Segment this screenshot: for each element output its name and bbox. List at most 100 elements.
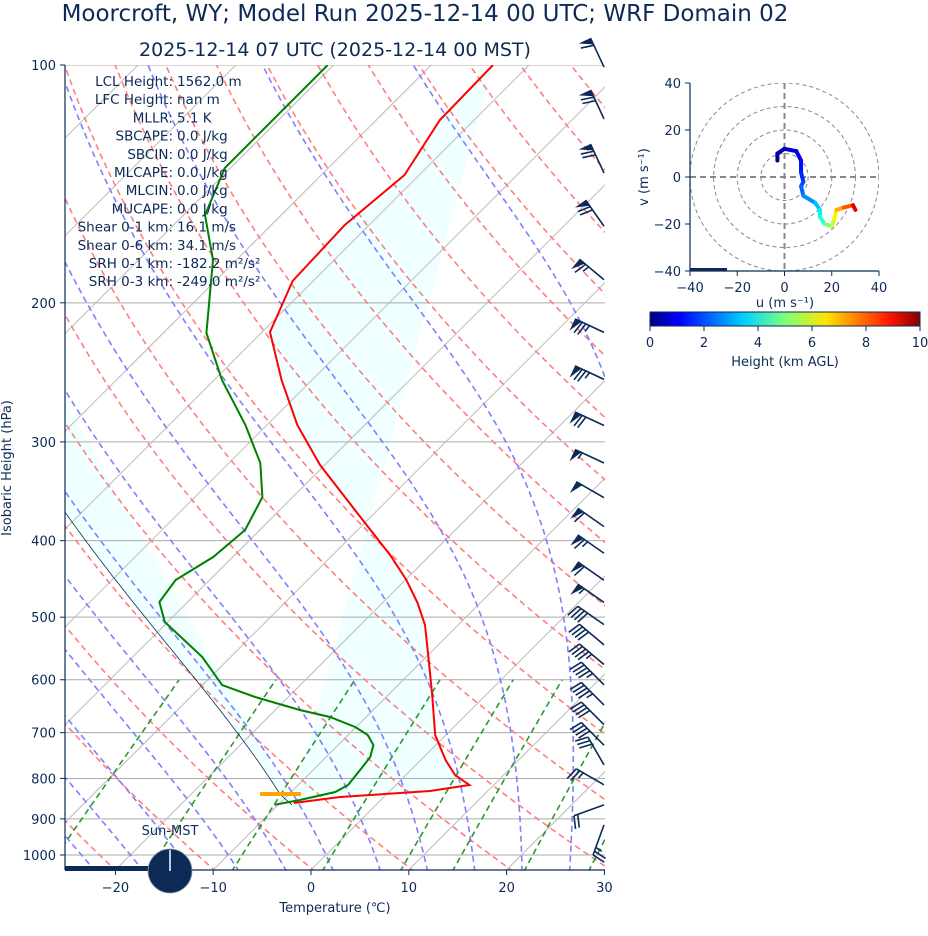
barb-staff — [592, 824, 605, 856]
dewpoint-line — [158, 65, 375, 806]
skewt-ticks: −20 −10 0 10 20 30 100 200 300 400 500 600 700 800 900… — [23, 59, 613, 896]
colorbar-tick-label: 2 — [700, 336, 708, 351]
barb-staff — [573, 804, 605, 817]
barb-feather — [573, 815, 577, 830]
barb-staff — [575, 768, 605, 786]
barb-feather — [570, 770, 581, 782]
hodo-x-tick-label: 20 — [823, 281, 840, 296]
stat-value: 0.0 J/kg — [177, 129, 228, 145]
stat-label: SRH 0-1 km: — [89, 256, 173, 272]
dry-adiabat — [570, 65, 605, 109]
colorbar-label: Height (km AGL) — [731, 355, 839, 370]
barb-feather — [579, 743, 593, 749]
barb-staff — [577, 605, 605, 626]
barb-pennant — [571, 259, 585, 270]
y-tick-label: 500 — [31, 611, 56, 626]
stat-value: nan m — [177, 92, 220, 108]
hodo-y-tick-label: 40 — [664, 77, 681, 92]
barb-half-feather — [586, 693, 594, 699]
figure-title: Moorcroft, WY; Model Run 2025-12-14 00 U… — [62, 1, 789, 27]
barb-feather — [572, 664, 585, 673]
stat-label: MLCIN: — [126, 183, 173, 199]
stat-label: LCL Height: — [95, 74, 173, 90]
stat-value: 0.0 J/kg — [177, 201, 228, 217]
hodo-y-tick-label: 0 — [673, 171, 681, 186]
barb-feather — [593, 850, 607, 860]
barb-feather — [575, 687, 588, 696]
colorbar-tick-label: 8 — [862, 336, 870, 351]
wind-barb — [592, 824, 607, 863]
stat-value: 5.1 K — [177, 110, 213, 126]
barb-staff — [578, 258, 605, 281]
hodo-x-tick-label: 0 — [780, 281, 788, 296]
barb-staff — [574, 318, 605, 334]
wind-barb — [569, 701, 605, 726]
y-tick-label: 800 — [31, 772, 56, 787]
barb-pennant — [570, 584, 584, 595]
colorbar-tick-label: 10 — [912, 336, 928, 351]
stat-label: SRH 0-3 km: — [89, 274, 173, 290]
barb-feather — [571, 626, 584, 636]
skewt-plot: −20 −10 0 10 20 30100200300400500600700800900… — [0, 37, 928, 916]
hodo-x-tick-label: −40 — [676, 281, 703, 296]
barb-feather — [592, 854, 605, 863]
stat-label: MLLR: — [133, 110, 173, 126]
wind-barb — [569, 721, 605, 746]
barb-feather — [566, 768, 577, 780]
barb-half-feather — [582, 266, 590, 272]
barb-feather — [572, 684, 585, 694]
x-tick-label: −20 — [102, 881, 129, 896]
barb-pennant — [578, 38, 594, 45]
barb-half-feather — [584, 372, 591, 379]
colorbar-tick-label: 0 — [646, 336, 654, 351]
mixing-ratio-line — [147, 679, 277, 870]
dry-adiabat — [773, 65, 928, 872]
barb-half-feather — [578, 588, 585, 595]
dry-adiabat — [519, 65, 605, 172]
stat-value: 1562.0 m — [177, 74, 242, 90]
barb-pennant — [569, 365, 582, 378]
colorbar-tick-label: 6 — [808, 336, 816, 351]
barb-pennant — [570, 561, 584, 573]
barb-pennant — [569, 318, 582, 331]
barb-half-feather — [581, 541, 589, 548]
moist-adiabat — [261, 65, 575, 870]
moist-adiabat — [65, 648, 240, 870]
moist-adiabat — [65, 388, 381, 870]
barb-feather — [573, 610, 585, 621]
barb-staff — [580, 721, 605, 746]
wind-barb — [575, 736, 605, 766]
mixing-ratio-line — [523, 721, 605, 870]
hodo-y-tick-label: −40 — [654, 265, 681, 280]
wind-barb — [569, 481, 605, 499]
figure-subtitle: 2025-12-14 07 UTC (2025-12-14 00 MST) — [139, 39, 531, 61]
wind-barb — [569, 448, 605, 464]
barb-feather — [578, 709, 591, 719]
stat-label: Shear 0-6 km: — [78, 238, 173, 254]
wind-barb — [578, 89, 605, 120]
barb-half-feather — [577, 452, 583, 460]
barb-feather — [569, 681, 582, 691]
y-tick-label: 400 — [31, 535, 56, 550]
y-axis-label: Isobaric Height (hPa) — [0, 400, 15, 536]
y-tick-label: 1000 — [23, 849, 56, 864]
hodo-y-label: v (m s⁻¹) — [637, 148, 652, 206]
barb-feather — [579, 209, 593, 216]
barb-feather — [575, 736, 589, 742]
isotherm-line — [506, 770, 605, 870]
hodograph-trace — [775, 146, 858, 229]
wind-barb — [568, 623, 605, 646]
barb-pennant — [574, 200, 590, 208]
y-tick-label: 700 — [31, 727, 56, 742]
moist-adiabat — [612, 65, 726, 872]
barb-feather — [576, 814, 581, 828]
wind-barb — [566, 768, 605, 786]
barb-staff — [584, 199, 605, 227]
barb-feather — [577, 416, 587, 429]
isotherm-line — [65, 86, 605, 628]
isotherm-line — [65, 65, 237, 237]
stat-label: MUCAPE: — [112, 201, 173, 217]
wind-barb — [569, 318, 605, 335]
